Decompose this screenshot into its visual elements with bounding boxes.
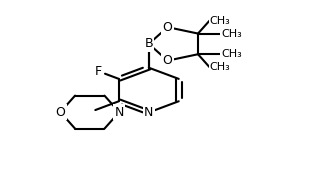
Text: F: F (94, 65, 102, 78)
Text: N: N (144, 106, 154, 119)
Text: CH₃: CH₃ (221, 29, 242, 39)
Text: B: B (145, 37, 153, 50)
Text: O: O (163, 21, 172, 34)
Text: CH₃: CH₃ (210, 62, 230, 72)
Text: CH₃: CH₃ (210, 16, 230, 26)
Text: O: O (163, 54, 172, 67)
Text: N: N (115, 106, 124, 119)
Text: O: O (55, 106, 65, 119)
Text: CH₃: CH₃ (221, 49, 242, 59)
